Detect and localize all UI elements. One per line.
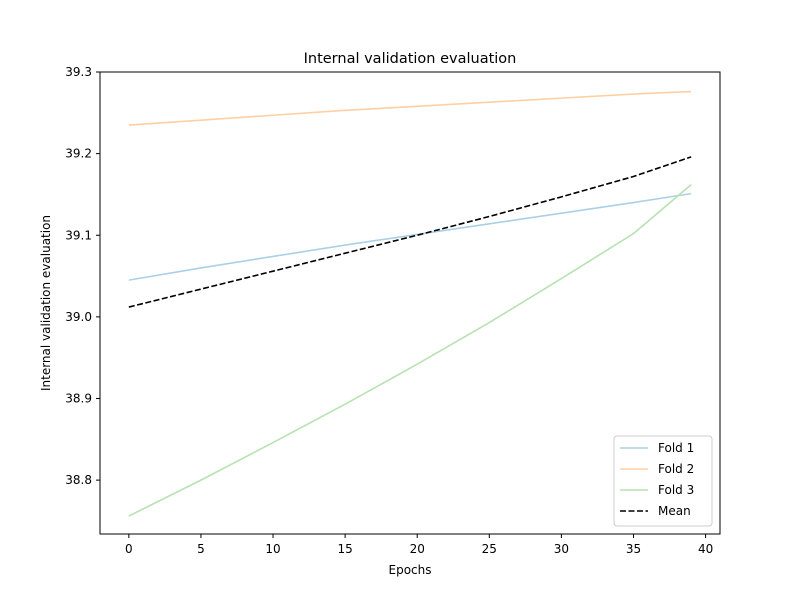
series-line-3 (128, 184, 692, 517)
x-tick-label: 35 (626, 542, 641, 556)
y-tick-label: 39.1 (65, 228, 92, 242)
y-tick-label: 39.3 (65, 65, 92, 79)
y-axis: 38.8 38.9 39.0 39.1 39.2 39.3 (65, 65, 100, 487)
y-tick-label: 39.0 (65, 310, 92, 324)
x-axis-title: Epochs (389, 563, 432, 577)
series-line-2 (128, 90, 692, 126)
x-tick-label: 20 (410, 542, 425, 556)
x-tick-label: 40 (698, 542, 713, 556)
y-tick-label: 39.2 (65, 147, 92, 161)
x-tick-label: 15 (337, 542, 352, 556)
legend-label: Fold 2 (658, 462, 694, 476)
x-tick-label: 0 (125, 542, 133, 556)
series-line-1 (128, 192, 692, 281)
x-tick-label: 25 (482, 542, 497, 556)
x-tick-label: 5 (197, 542, 205, 556)
plot-frame (99, 71, 721, 535)
x-tick-label: 10 (265, 542, 280, 556)
legend-label: Fold 3 (658, 483, 694, 497)
legend-box (613, 435, 713, 527)
y-axis-title: Internal validation evaluation (39, 215, 53, 391)
series-line-4 (128, 156, 692, 308)
legend-label: Mean (658, 504, 691, 518)
x-tick-label: 30 (554, 542, 569, 556)
x-axis: 0 5 10 15 20 25 30 35 40 (125, 534, 713, 556)
y-tick-label: 38.9 (65, 392, 92, 406)
chart-title: Internal validation evaluation (304, 51, 517, 67)
plot-lines (128, 90, 692, 517)
y-tick-label: 38.8 (65, 473, 92, 487)
legend: Fold 1 Fold 2 Fold 3 Mean (613, 435, 713, 527)
legend-label: Fold 1 (658, 441, 694, 455)
